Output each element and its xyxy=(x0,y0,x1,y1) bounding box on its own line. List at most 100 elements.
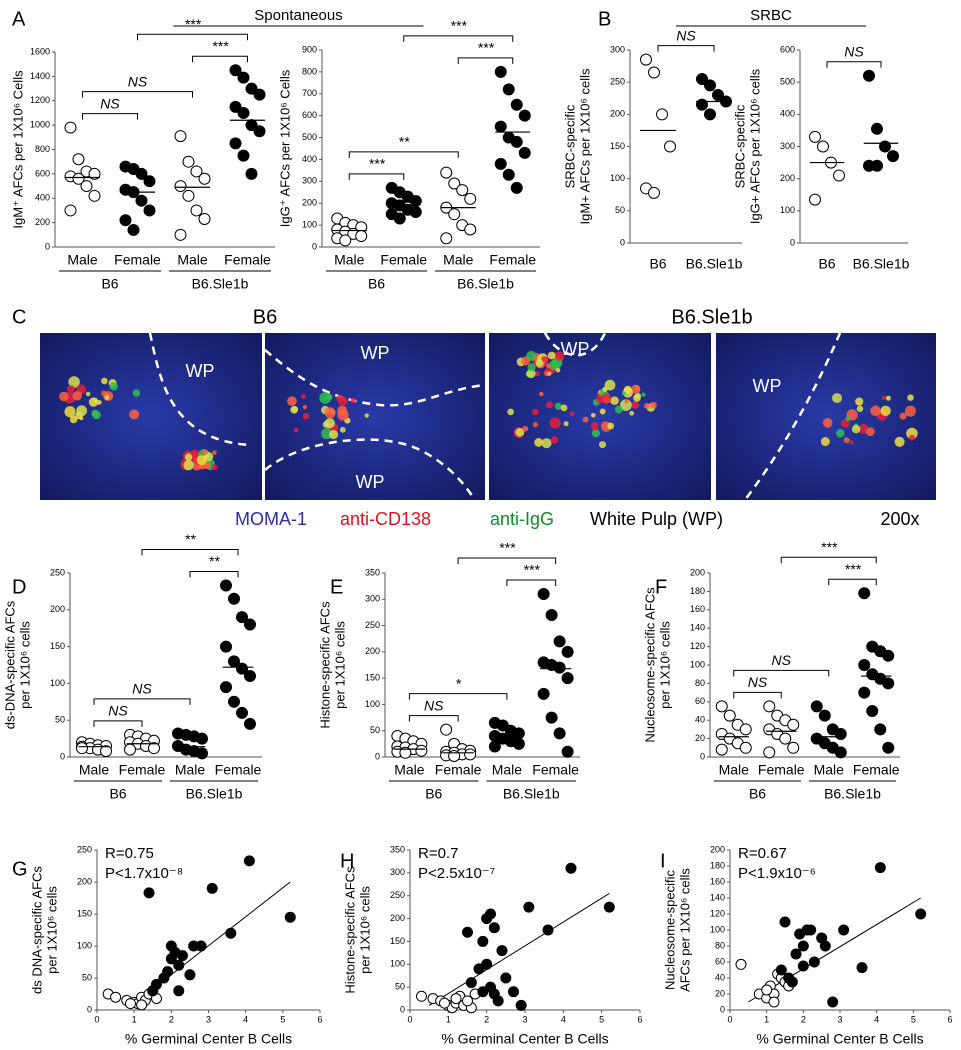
data-point xyxy=(439,997,450,1009)
stain-blob xyxy=(183,459,194,471)
significance-bracket xyxy=(408,693,508,700)
data-point xyxy=(887,150,899,163)
data-point xyxy=(827,996,839,1008)
stain-blob xyxy=(870,405,881,417)
data-point xyxy=(858,686,871,699)
data-point xyxy=(696,98,708,111)
stain-blob xyxy=(604,379,616,391)
data-point xyxy=(858,587,871,600)
data-point xyxy=(245,167,258,180)
panel-letter: F xyxy=(655,576,667,598)
stain-blobs xyxy=(59,350,918,471)
stain-blob xyxy=(191,451,197,457)
stain-blob xyxy=(85,391,91,397)
stain-blob xyxy=(68,376,80,388)
y-tick-label: 200 xyxy=(35,217,50,227)
x-tick-label: Female xyxy=(853,762,900,778)
x-tick-label: B6 xyxy=(818,256,835,272)
stain-blob xyxy=(610,396,619,405)
y-tick-label: 700 xyxy=(302,88,317,98)
stain-blob xyxy=(301,394,306,399)
stain-blob xyxy=(894,436,905,447)
data-point xyxy=(464,748,477,761)
group-label: B6 xyxy=(425,786,442,802)
data-point xyxy=(510,135,523,148)
group-label: B6.Sle1b xyxy=(186,786,243,802)
y-tick-label: 40 xyxy=(715,972,725,982)
data-point xyxy=(174,180,187,193)
significance-bracket xyxy=(93,720,143,727)
data-point xyxy=(173,959,185,971)
stain-blob xyxy=(582,416,589,423)
y-axis-label: IgM+ AFCs per 1X10⁶ cells xyxy=(577,68,592,225)
stain-blob xyxy=(88,397,99,407)
wp-boundary xyxy=(148,332,251,447)
stain-blob xyxy=(290,405,299,414)
stain-blob xyxy=(591,429,600,438)
stain-blob xyxy=(293,427,299,433)
y-axis-label: ds-DNA-specific AFCs xyxy=(2,600,17,729)
stain-blob xyxy=(554,402,562,410)
y-tick-label: 120 xyxy=(710,908,725,918)
significance-bracket xyxy=(141,549,239,556)
significance-label: NS xyxy=(748,674,768,690)
data-point xyxy=(809,193,821,206)
x-tick-label: 6 xyxy=(947,1014,952,1024)
stain-blob xyxy=(211,464,218,471)
x-tick-label: 6 xyxy=(317,1014,322,1024)
panel-letter: A xyxy=(12,8,26,30)
y-tick-label: 100 xyxy=(690,659,705,669)
stain-blob xyxy=(338,396,348,406)
data-point xyxy=(190,165,203,178)
x-tick-label: 6 xyxy=(637,1014,642,1024)
x-tick-label: Female xyxy=(119,762,166,778)
y-tick-label: 300 xyxy=(780,141,795,151)
x-tick-label: Female xyxy=(215,762,262,778)
data-point xyxy=(553,635,566,648)
stain-blob xyxy=(59,391,69,402)
data-point xyxy=(229,100,242,113)
data-point xyxy=(228,592,240,605)
x-tick-label: 5 xyxy=(599,1014,604,1024)
legend-entry: White Pulp (WP) xyxy=(590,509,723,529)
significance-label: NS xyxy=(100,95,120,111)
significance-label: ** xyxy=(185,531,196,547)
data-point xyxy=(874,723,887,736)
legend-entry: MOMA-1 xyxy=(235,509,307,529)
y-axis-label: per 1X10⁶ cells xyxy=(657,621,672,709)
stain-blob xyxy=(881,395,886,400)
y-tick-label: 50 xyxy=(370,725,380,735)
data-point xyxy=(810,700,823,713)
stain-blob xyxy=(109,382,118,391)
group-label: B6.Sle1b xyxy=(192,276,249,292)
stain-legend: MOMA-1 anti-CD138 anti-IgG White Pulp (WP) xyxy=(235,509,723,529)
data-point xyxy=(704,108,716,121)
data-point xyxy=(858,659,871,671)
stain-blob xyxy=(526,369,536,379)
y-tick-label: 250 xyxy=(390,890,405,900)
annotation: P<2.5x10⁻⁷ xyxy=(418,865,495,882)
data-point xyxy=(500,972,512,984)
significance-bracket xyxy=(780,556,877,564)
stain-blob xyxy=(287,396,297,407)
x-tick-label: 3 xyxy=(522,1014,527,1024)
panel-letter: I xyxy=(660,850,666,872)
data-point xyxy=(165,953,177,965)
group-label: B6.Sle1b xyxy=(457,276,514,292)
stain-blob xyxy=(104,395,110,401)
stain-blob xyxy=(547,351,556,360)
data-point xyxy=(244,670,256,683)
data-point xyxy=(182,155,195,168)
data-point xyxy=(787,741,800,754)
y-tick-label: 500 xyxy=(780,77,795,87)
y-tick-label: 50 xyxy=(55,715,65,725)
y-axis-label: Nucleosome-specific xyxy=(662,870,677,990)
significance-bracket xyxy=(348,151,459,158)
data-point xyxy=(510,181,523,194)
x-tick-label: 4 xyxy=(561,1014,566,1024)
y-tick-label: 400 xyxy=(35,193,50,203)
y-tick-label: 400 xyxy=(780,109,795,119)
data-point xyxy=(462,926,473,938)
data-point xyxy=(739,723,752,736)
data-point xyxy=(158,972,170,984)
